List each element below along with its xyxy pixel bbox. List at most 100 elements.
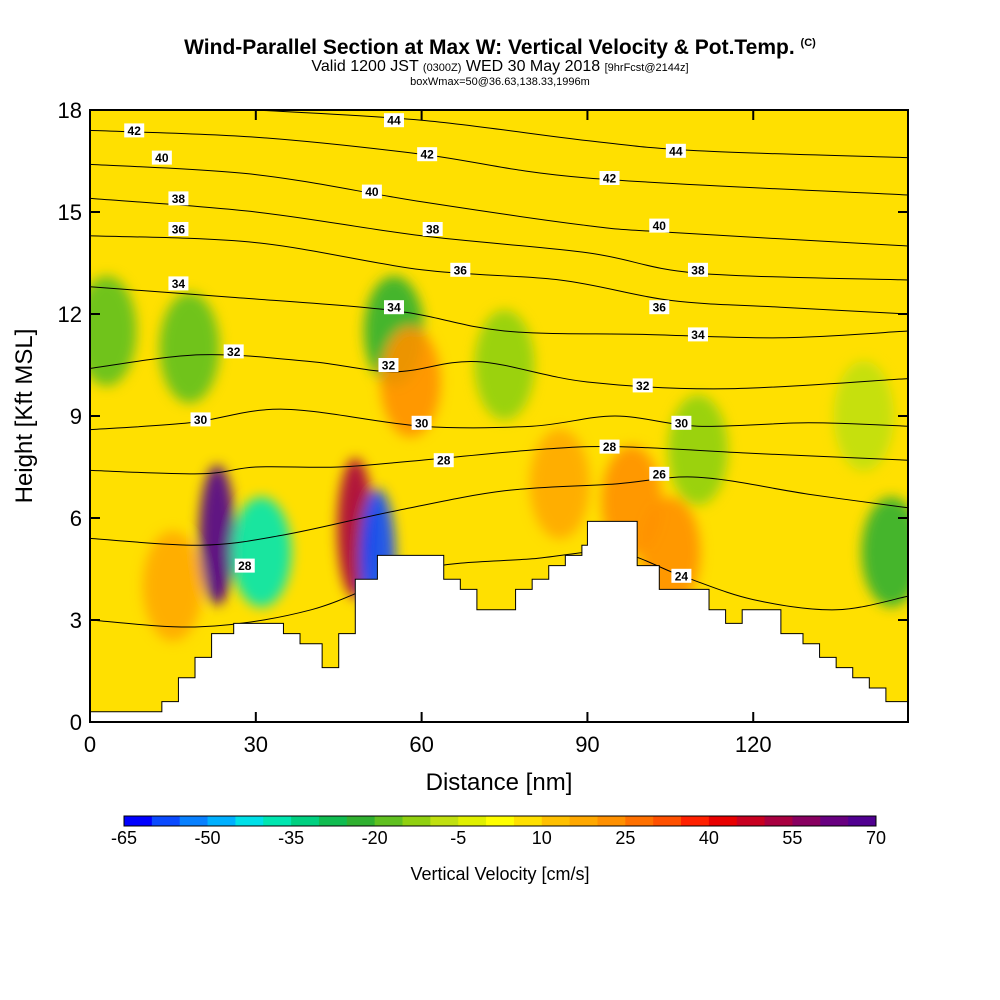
svg-text:40: 40 [653, 219, 667, 233]
colorbar-swatch [263, 816, 292, 826]
valid-date: WED 30 May 2018 [465, 58, 601, 75]
svg-text:28: 28 [603, 440, 617, 454]
x-tick-label: 30 [244, 732, 268, 757]
chart-box-info: boxWmax=50@36.63,138.33,1996m [410, 76, 590, 88]
velocity-feature-6 [159, 293, 220, 403]
contour-label: 44 [383, 113, 404, 128]
svg-text:42: 42 [603, 172, 617, 186]
colorbar-swatch [736, 816, 766, 826]
colorbar-swatch [792, 816, 821, 826]
contour-label: 40 [151, 150, 172, 165]
contour-label: 44 [665, 143, 686, 158]
contour-label: 42 [599, 171, 620, 186]
colorbar-swatch [820, 816, 849, 826]
colorbar-swatch [179, 816, 209, 826]
x-tick-label: 60 [409, 732, 433, 757]
contour-label: 30 [190, 412, 211, 427]
colorbar-swatch [402, 816, 431, 826]
contour-label: 32 [378, 358, 399, 373]
colorbar-label: 70 [866, 828, 886, 848]
terrain-profile [90, 520, 908, 722]
contour-label: 34 [687, 327, 708, 342]
chart-title: Wind-Parallel Section at Max W: Vertical… [0, 36, 1000, 60]
contour-label: 38 [687, 262, 708, 277]
svg-text:38: 38 [426, 223, 440, 237]
svg-text:42: 42 [420, 148, 434, 162]
contour-label: 34 [383, 300, 404, 315]
colorbar-swatch [235, 816, 264, 826]
colorbar-swatch [708, 816, 738, 826]
svg-text:40: 40 [365, 185, 379, 199]
colorbar-swatch [681, 816, 710, 826]
colorbar: -65 -50 -35 -20 -5 10 25 40 55 70 [111, 815, 886, 848]
chart-subtitle: Valid 1200 JST (0300Z) WED 30 May 2018 [… [0, 58, 1000, 76]
utc-time: (0300Z) [422, 62, 462, 74]
svg-text:36: 36 [653, 301, 667, 315]
svg-text:30: 30 [675, 416, 689, 430]
chart-title-text: Wind-Parallel Section at Max W: Vertical… [184, 36, 795, 59]
colorbar-label: -5 [450, 828, 466, 848]
chart-title-unit: (C) [800, 37, 816, 49]
colorbar-swatch [374, 816, 404, 826]
colorbar-label: -20 [362, 828, 388, 848]
svg-text:26: 26 [653, 467, 667, 481]
svg-text:36: 36 [172, 223, 186, 237]
colorbar-swatch [346, 816, 376, 826]
terrain [90, 520, 908, 722]
svg-text:34: 34 [172, 277, 186, 291]
svg-text:38: 38 [691, 263, 705, 277]
velocity-feature-15 [529, 429, 590, 539]
x-axis: 0 30 60 90 120 [84, 110, 772, 757]
colorbar-label: 55 [782, 828, 802, 848]
colorbar-swatch [207, 816, 236, 826]
svg-text:34: 34 [691, 328, 705, 342]
colorbar-swatch [848, 816, 877, 826]
isentrope-30 [90, 408, 908, 431]
colorbar-label: 25 [615, 828, 635, 848]
svg-text:42: 42 [128, 124, 142, 138]
y-tick-label: 6 [70, 506, 82, 531]
colorbar-title: Vertical Velocity [cm/s] [410, 864, 589, 884]
contour-labels: 42 40 38 36 34 32 30 28 44 42 40 38 36 34 32 30 28 42 44 40… [124, 113, 708, 583]
colorbar-swatch [764, 816, 793, 826]
velocity-feature-0 [199, 465, 236, 605]
velocity-feature-11 [861, 497, 908, 607]
isentrope-40 [90, 163, 908, 247]
y-tick-label: 18 [58, 98, 82, 123]
valid-time: Valid 1200 JST [311, 58, 419, 75]
svg-text:28: 28 [437, 454, 451, 468]
contour-label: 28 [599, 439, 620, 454]
colorbar-label: -65 [111, 828, 137, 848]
colorbar-swatch [541, 816, 571, 826]
colorbar-swatch [291, 816, 320, 826]
contour-label: 28 [433, 453, 454, 468]
isentrope-34 [90, 286, 908, 339]
contour-label: 36 [450, 262, 471, 277]
contour-label: 32 [632, 378, 653, 393]
svg-text:30: 30 [415, 416, 429, 430]
isentrope-26 [90, 476, 908, 546]
colorbar-swatch [430, 816, 459, 826]
contour-label: 30 [411, 415, 432, 430]
isentrope-44 [255, 110, 908, 159]
isentrope-lines [90, 110, 908, 628]
contour-label: 36 [649, 300, 670, 315]
y-tick-label: 15 [58, 200, 82, 225]
colorbar-label: 10 [532, 828, 552, 848]
forecast-info: [9hrFcst@2144z] [604, 62, 689, 74]
svg-text:36: 36 [454, 263, 468, 277]
isentrope-42 [90, 129, 908, 196]
colorbar-swatch [151, 816, 181, 826]
colorbar-swatch [569, 816, 598, 826]
colorbar-swatch [458, 816, 487, 826]
y-tick-label: 0 [70, 710, 82, 735]
svg-text:44: 44 [669, 144, 683, 158]
svg-text:32: 32 [382, 359, 396, 373]
contour-label: 38 [422, 222, 443, 237]
svg-text:30: 30 [194, 413, 208, 427]
colorbar-frame [123, 815, 877, 827]
contour-label: 24 [671, 568, 692, 583]
contour-label: 32 [223, 344, 244, 359]
